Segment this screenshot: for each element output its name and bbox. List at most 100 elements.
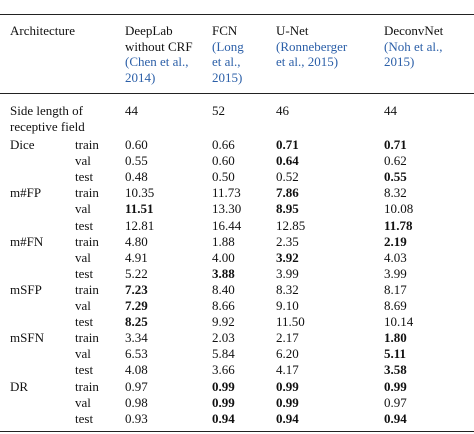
- cell: 0.99: [212, 394, 235, 410]
- citation: (Noh et al.,: [384, 38, 443, 54]
- split-label: val: [75, 153, 91, 169]
- column-header: DeepLab: [125, 23, 173, 38]
- cell: 0.71: [384, 137, 407, 152]
- split-label: val: [75, 249, 91, 265]
- citation: 2015): [212, 69, 243, 85]
- cell: 12.81: [125, 217, 155, 233]
- metric-label: m#FN: [10, 233, 44, 249]
- cell: 0.97: [125, 378, 148, 394]
- cell: 3.99: [276, 265, 299, 281]
- cell: 0.50: [212, 169, 235, 185]
- cell: 0.99: [212, 378, 235, 394]
- cell: 8.17: [384, 281, 407, 297]
- split-label: train: [75, 137, 99, 152]
- split-label: val: [75, 346, 91, 362]
- cell: 7.23: [125, 281, 148, 297]
- cell: 0.52: [276, 169, 299, 185]
- cell: 0.99: [276, 378, 299, 394]
- cell: 0.48: [125, 169, 148, 185]
- cell: 8.66: [212, 298, 235, 313]
- cell: 7.86: [276, 185, 299, 201]
- split-label: test: [75, 265, 94, 281]
- split-label: test: [75, 362, 94, 378]
- row-label: receptive field: [10, 118, 85, 134]
- metric-label: Dice: [10, 137, 35, 152]
- header-rule: [0, 93, 474, 94]
- split-label: test: [75, 169, 94, 185]
- cell: 10.08: [384, 201, 414, 217]
- cell: 5.84: [212, 346, 235, 362]
- column-header: DeconvNet: [384, 23, 444, 38]
- cell: 2.03: [212, 330, 235, 346]
- split-label: train: [75, 281, 99, 297]
- cell: 8.32: [276, 281, 299, 297]
- cell: 0.93: [125, 410, 148, 426]
- cell: 12.85: [276, 217, 306, 233]
- cell: 3.34: [125, 330, 148, 346]
- top-rule: [0, 14, 474, 15]
- split-label: val: [75, 201, 91, 217]
- citation: 2014): [125, 69, 156, 85]
- cell: 5.22: [125, 265, 148, 281]
- corner-header: Architecture: [10, 23, 75, 38]
- cell: 1.88: [212, 233, 235, 249]
- cell: 44: [384, 103, 397, 118]
- cell: 8.95: [276, 201, 299, 217]
- citation: (Long: [212, 38, 244, 54]
- cell: 7.29: [125, 298, 148, 313]
- split-label: train: [75, 378, 99, 394]
- cell: 3.99: [384, 265, 407, 281]
- cell: 3.88: [212, 265, 235, 281]
- cell: 0.55: [384, 169, 407, 185]
- split-label: val: [75, 394, 91, 410]
- cell: 1.80: [384, 330, 407, 346]
- citation: (Chen et al.,: [125, 54, 189, 69]
- cell: 0.62: [384, 153, 407, 169]
- cell: 3.92: [276, 249, 299, 265]
- cell: 11.73: [212, 185, 241, 201]
- citation: et al., 2015): [276, 54, 339, 69]
- cell: 13.30: [212, 201, 242, 217]
- cell: 52: [212, 103, 225, 118]
- metric-label: mSFP: [10, 281, 42, 297]
- cell: 44: [125, 103, 138, 118]
- citation: (Ronneberger: [276, 38, 348, 54]
- cell: 10.14: [384, 314, 414, 330]
- metric-label: m#FP: [10, 185, 42, 201]
- cell: 0.97: [384, 394, 407, 410]
- split-label: train: [75, 330, 99, 346]
- cell: 8.69: [384, 298, 407, 313]
- cell: 0.98: [125, 394, 148, 410]
- cell: 0.94: [384, 410, 407, 426]
- cell: 8.32: [384, 185, 407, 201]
- split-label: test: [75, 314, 94, 330]
- cell: 4.00: [212, 249, 235, 265]
- cell: 2.17: [276, 330, 299, 346]
- cell: 0.94: [212, 410, 235, 426]
- cell: 0.60: [212, 153, 235, 169]
- split-label: test: [75, 217, 94, 233]
- split-label: val: [75, 298, 91, 313]
- cell: 3.66: [212, 362, 235, 378]
- cell: 4.17: [276, 362, 299, 378]
- cell: 5.11: [384, 346, 407, 362]
- cell: 11.50: [276, 314, 305, 330]
- cell: 9.92: [212, 314, 235, 330]
- cell: 0.66: [212, 137, 235, 152]
- cell: 0.99: [384, 378, 407, 394]
- metric-label: DR: [10, 378, 29, 394]
- citation: 2015): [384, 54, 415, 69]
- cell: 4.08: [125, 362, 148, 378]
- cell: 0.99: [276, 394, 299, 410]
- column-header: U-Net: [276, 23, 309, 38]
- cell: 3.58: [384, 362, 407, 378]
- cell: 11.51: [125, 201, 154, 217]
- cell: 0.55: [125, 153, 148, 169]
- column-header: without CRF: [125, 38, 193, 54]
- cell: 4.03: [384, 249, 407, 265]
- cell: 0.94: [276, 410, 299, 426]
- cell: 6.53: [125, 346, 148, 362]
- split-label: train: [75, 233, 99, 249]
- cell: 8.25: [125, 314, 148, 330]
